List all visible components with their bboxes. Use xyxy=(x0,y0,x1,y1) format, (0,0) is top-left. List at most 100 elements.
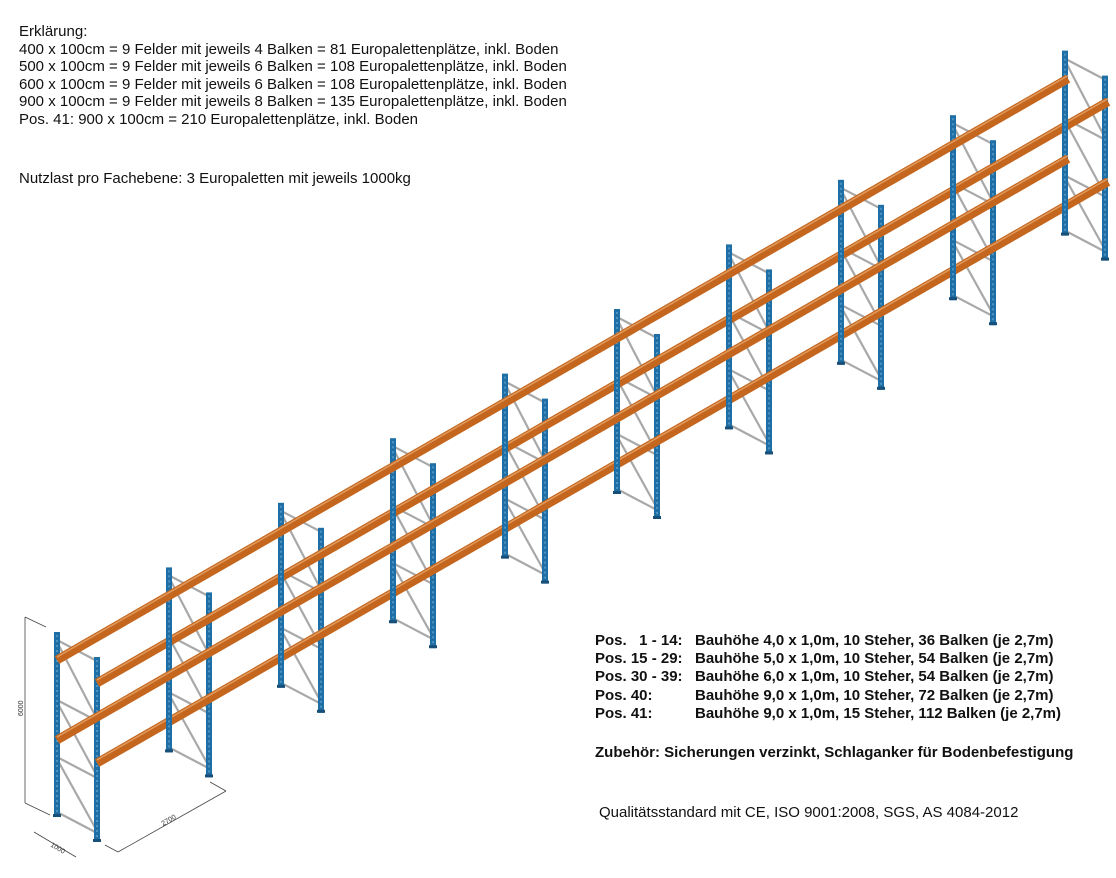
front-beam-highlight xyxy=(56,74,1069,658)
horizontal-brace xyxy=(616,488,658,511)
horizontal-brace xyxy=(280,681,322,705)
legend-block: Erklärung: 400 x 100cm = 9 Felder mit je… xyxy=(19,23,567,129)
legend-line: 900 x 100cm = 9 Felder mit jeweils 8 Bal… xyxy=(19,93,567,111)
horizontal-brace xyxy=(392,617,434,641)
upright-base-plate xyxy=(541,580,549,584)
upright xyxy=(318,527,324,713)
upright xyxy=(54,632,60,817)
upright xyxy=(990,140,996,326)
horizontal-brace xyxy=(728,423,770,447)
horizontal-brace xyxy=(616,433,658,456)
upright-base-plate xyxy=(389,620,397,624)
front-beams xyxy=(54,74,1071,744)
upright-base-plate xyxy=(317,709,325,713)
horizontal-brace xyxy=(728,368,770,392)
horizontal-brace xyxy=(56,756,98,779)
upright-base-plate xyxy=(429,645,437,649)
horizontal-brace xyxy=(840,358,882,382)
diagonal-brace xyxy=(392,564,434,638)
diagonal-brace xyxy=(616,435,658,509)
front-beam-highlight xyxy=(56,154,1069,738)
diagonal-brace xyxy=(1064,177,1106,251)
legend-line: 400 x 100cm = 9 Felder mit jeweils 4 Bal… xyxy=(19,40,559,58)
upright xyxy=(838,179,844,365)
position-key: Pos. 30 - 39: xyxy=(595,668,683,686)
upright xyxy=(390,438,396,624)
front-uprights xyxy=(53,50,1069,817)
upright xyxy=(502,373,508,559)
back-beam-highlight xyxy=(96,97,1109,681)
position-desc: Bauhöhe 9,0 x 1,0m, 15 Steher, 112 Balke… xyxy=(695,704,1062,722)
upright xyxy=(166,567,172,753)
horizontal-brace xyxy=(840,303,882,327)
horizontal-brace xyxy=(280,626,322,650)
upright-base-plate xyxy=(877,386,885,390)
legend-title: Erklärung: xyxy=(19,23,88,40)
horizontal-brace xyxy=(56,811,98,834)
back-uprights xyxy=(93,75,1109,842)
upright-base-plate xyxy=(765,451,773,455)
upright xyxy=(206,592,212,778)
upright-base-plate xyxy=(53,814,61,817)
front-beam xyxy=(54,154,1071,744)
back-beam-highlight xyxy=(96,177,1109,761)
upright xyxy=(766,269,772,455)
diagonal-brace xyxy=(56,701,98,777)
load-capacity-note: Nutzlast pro Fachebene: 3 Europaletten m… xyxy=(19,170,411,187)
position-key: Pos. 41: xyxy=(595,704,653,722)
horizontal-brace xyxy=(1064,174,1106,198)
position-key: Pos. 1 - 14: xyxy=(595,632,683,649)
diagonal-brace xyxy=(504,500,546,574)
diagonal-brace xyxy=(280,629,322,703)
position-row: Pos. 15 - 29: Bauhöhe 5,0 x 1,0m, 10 Steh… xyxy=(595,650,1061,668)
position-desc: Bauhöhe 9,0 x 1,0m, 10 Steher, 72 Balken… xyxy=(695,686,1054,704)
height-dimension-tick xyxy=(24,616,47,628)
position-desc: Bauhöhe 6,0 x 1,0m, 10 Steher, 54 Balken… xyxy=(695,668,1054,686)
upright xyxy=(278,502,284,688)
position-row: Pos. 1 - 14: Bauhöhe 4,0 x 1,0m, 10 Stehe… xyxy=(595,632,1061,650)
upright xyxy=(1102,75,1108,261)
legend-line: 600 x 100cm = 9 Felder mit jeweils 6 Bal… xyxy=(19,75,567,93)
position-key: Pos. 40: xyxy=(595,686,653,704)
upright-base-plate xyxy=(1061,232,1069,236)
upright xyxy=(430,463,436,649)
position-key: Pos. 15 - 29: xyxy=(595,650,683,668)
upright-base-plate xyxy=(837,361,845,365)
upright-base-plate xyxy=(205,774,213,778)
upright xyxy=(94,657,100,842)
upright xyxy=(654,334,660,519)
height-dimension-tick xyxy=(24,802,51,816)
horizontal-brace xyxy=(1064,229,1106,253)
legend-line: 500 x 100cm = 9 Felder mit jeweils 6 Bal… xyxy=(19,58,567,76)
depth-dimension-line xyxy=(33,831,77,858)
diagonal-brace xyxy=(728,370,770,444)
upright-base-plate xyxy=(165,749,173,753)
horizontal-brace xyxy=(952,239,994,263)
diagonal-brace xyxy=(168,693,210,767)
upright xyxy=(878,204,884,390)
horizontal-brace xyxy=(168,691,210,715)
position-row: Pos. 30 - 39: Bauhöhe 6,0 x 1,0m, 10 Steh… xyxy=(595,668,1061,686)
horizontal-brace xyxy=(392,562,434,586)
upright xyxy=(542,398,548,584)
diagonal-brace xyxy=(56,758,98,832)
back-beams xyxy=(94,97,1111,767)
horizontal-brace xyxy=(504,497,546,521)
front-beam xyxy=(54,74,1071,664)
horizontal-brace xyxy=(952,294,994,318)
position-row: Pos. 41: Bauhöhe 9,0 x 1,0m, 15 Steher, 1… xyxy=(595,705,1061,723)
horizontal-brace xyxy=(1064,57,1106,81)
upright-base-plate xyxy=(277,684,285,688)
position-desc: Bauhöhe 5,0 x 1,0m, 10 Steher, 54 Balken… xyxy=(695,650,1054,668)
bay-dimension-line xyxy=(117,790,227,853)
back-beam xyxy=(94,177,1111,767)
legend-line: Pos. 41: 900 x 100cm = 210 Europalettenp… xyxy=(19,110,419,128)
horizontal-brace xyxy=(168,746,210,770)
diagonal-brace xyxy=(952,241,994,315)
upright-base-plate xyxy=(93,839,101,842)
back-beam xyxy=(94,97,1111,687)
upright-base-plate xyxy=(653,516,661,519)
upright-base-plate xyxy=(1101,257,1109,261)
height-dimension-label: 6000 xyxy=(18,700,25,716)
